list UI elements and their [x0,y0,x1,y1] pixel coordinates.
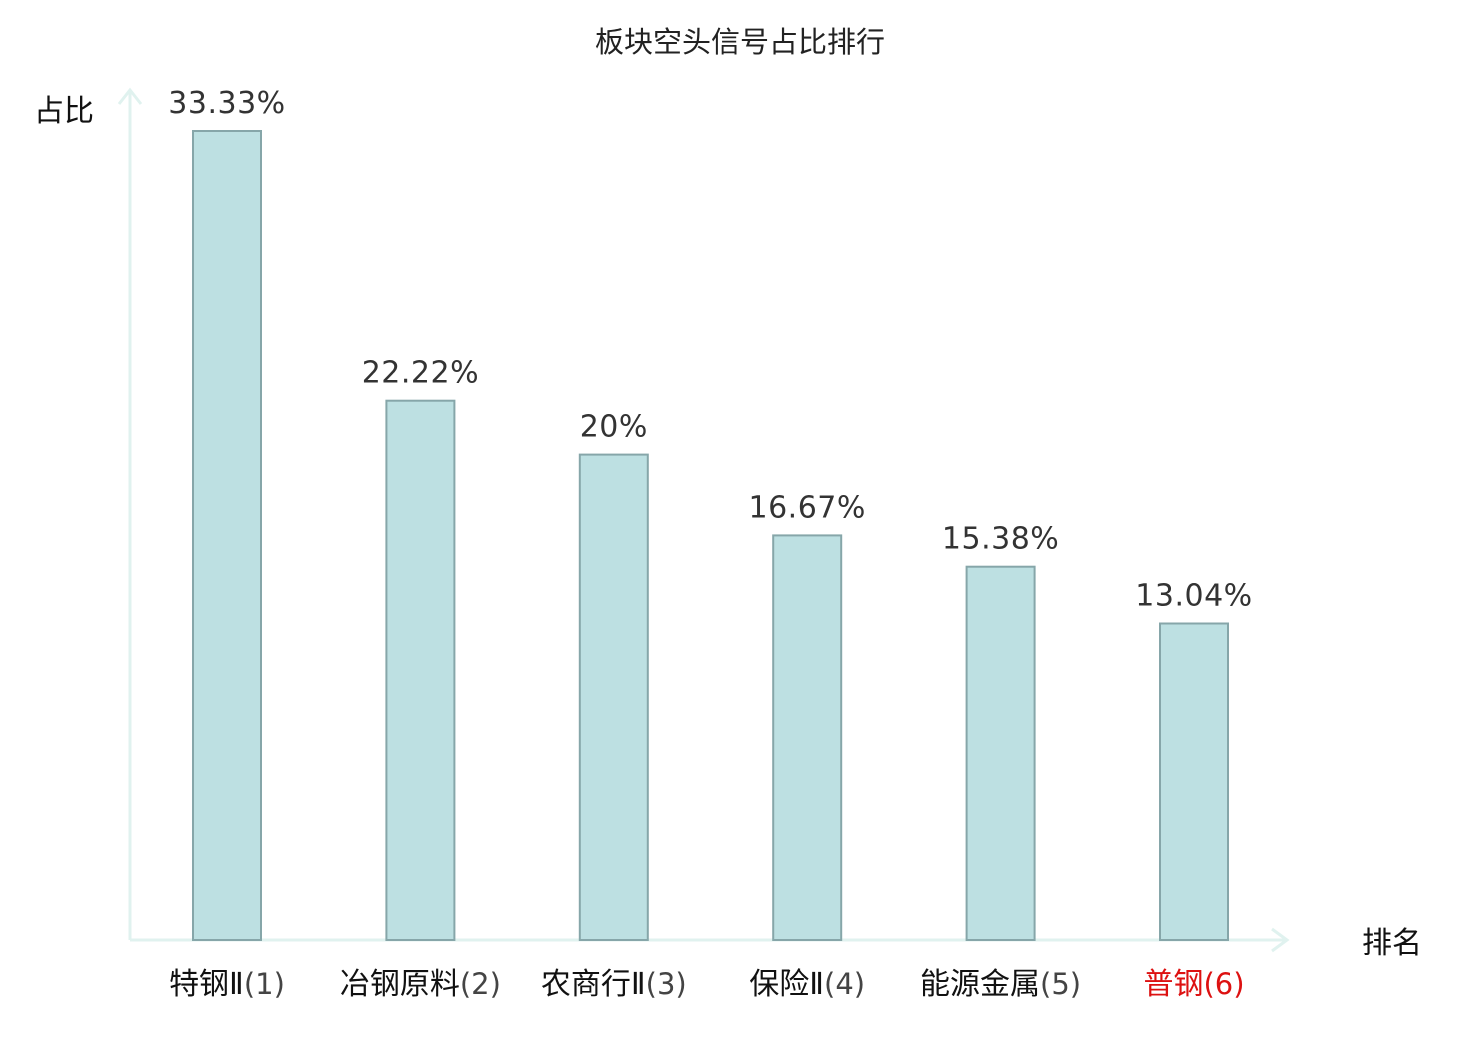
x-tick-label-2: 冶钢原料(2) [340,967,501,1002]
bars-group [192,130,1229,942]
value-label-6: 13.04% [1135,579,1252,614]
x-axis-label: 排名 [1362,926,1422,961]
bar-1 [192,130,262,941]
x-tick-rank-2: (2) [460,967,501,1001]
x-tick-name-5: 能源金属 [920,967,1040,1002]
x-tick-rank-3: (3) [646,967,687,1001]
x-tick-label-4: 保险Ⅱ(4) [749,967,865,1002]
value-label-5: 15.38% [942,522,1059,557]
value-label-3: 20% [580,410,648,445]
x-tick-rank-1: (1) [244,967,285,1001]
y-axis-arrow [117,87,143,105]
bar-4 [772,534,843,942]
bar-2 [385,399,456,941]
x-tick-label-5: 能源金属(5) [920,967,1081,1002]
chart-title: 板块空头信号占比排行 [595,25,885,59]
x-tick-rank-4: (4) [824,967,865,1001]
x-tick-rank-6: (6) [1203,967,1244,1001]
x-tick-label-3: 农商行Ⅱ(3) [541,967,687,1002]
bar-6 [1159,622,1229,941]
x-tick-name-6: 普钢 [1143,967,1203,1002]
bar-3 [578,453,649,941]
x-tick-name-1: 特钢Ⅱ [169,967,244,1002]
x-tick-name-3: 农商行Ⅱ [541,967,646,1002]
x-tick-name-4: 保险Ⅱ [749,967,824,1002]
x-tick-label-6: 普钢(6) [1143,967,1244,1002]
x-tick-labels-group: 特钢Ⅱ(1) 冶钢原料(2) 农商行Ⅱ(3) 保险Ⅱ(4) 能源金属(5) 普钢(6) [169,967,1244,1002]
x-axis-arrow [1271,927,1290,953]
bar-5 [965,565,1036,941]
x-tick-label-1: 特钢Ⅱ(1) [169,967,285,1002]
x-tick-name-2: 冶钢原料 [340,967,460,1002]
value-label-1: 33.33% [168,86,285,121]
value-labels-group: 33.33% 22.22% 20% 16.67% 15.38% 13.04% [168,86,1252,614]
x-tick-rank-5: (5) [1040,967,1081,1001]
value-label-2: 22.22% [362,356,479,391]
value-label-4: 16.67% [749,490,866,525]
y-axis-label: 占比 [34,94,94,129]
